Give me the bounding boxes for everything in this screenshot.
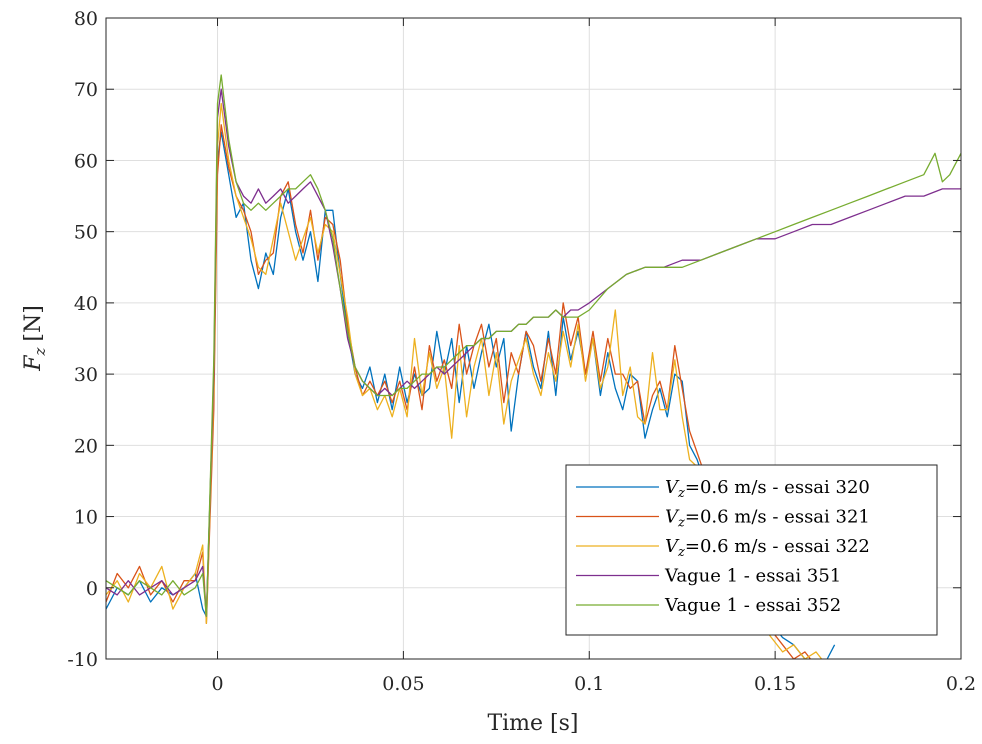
legend-entry: Vz=0.6 m/s - essai 320	[665, 477, 870, 501]
legend-entry: Vague 1 - essai 352	[664, 595, 841, 616]
axes-box	[105, 17, 962, 660]
y-axis-label: Fz[N]	[21, 305, 49, 372]
series-line	[106, 102, 823, 659]
series-line	[106, 74, 961, 617]
y-tick-label: 80	[74, 8, 98, 30]
legend-box	[565, 464, 938, 636]
x-tick-label: 0.2	[946, 673, 976, 695]
x-tick-label: 0	[211, 673, 223, 695]
y-tick-label: 50	[74, 222, 98, 244]
y-tick-label: 20	[74, 435, 98, 457]
y-tick-label: 10	[74, 507, 98, 529]
axis-ticks: 0 0.05 0.1 0.15 0.2 -10 0 10 20 30 40 50 60 70 80	[67, 8, 976, 695]
y-tick-label: 70	[74, 79, 98, 101]
data-series	[106, 74, 961, 659]
y-tick-label: 30	[74, 364, 98, 386]
legend-entry: Vague 1 - essai 351	[664, 566, 841, 587]
y-tick-label: 40	[74, 293, 98, 315]
y-tick-label: 60	[74, 150, 98, 172]
legend-entry: Vz=0.6 m/s - essai 321	[665, 507, 870, 531]
x-tick-label: 0.15	[754, 673, 796, 695]
y-tick-label: 0	[86, 578, 98, 600]
x-tick-label: 0.05	[382, 673, 424, 695]
legend: Vz=0.6 m/s - essai 320 Vz=0.6 m/s - essai…	[565, 464, 938, 636]
y-tick-label: -10	[67, 649, 98, 671]
x-axis-label: Time [s]	[487, 711, 578, 736]
x-tick-label: 0.1	[574, 673, 604, 695]
series-line	[106, 131, 836, 659]
legend-entry: Vz=0.6 m/s - essai 322	[665, 536, 870, 560]
